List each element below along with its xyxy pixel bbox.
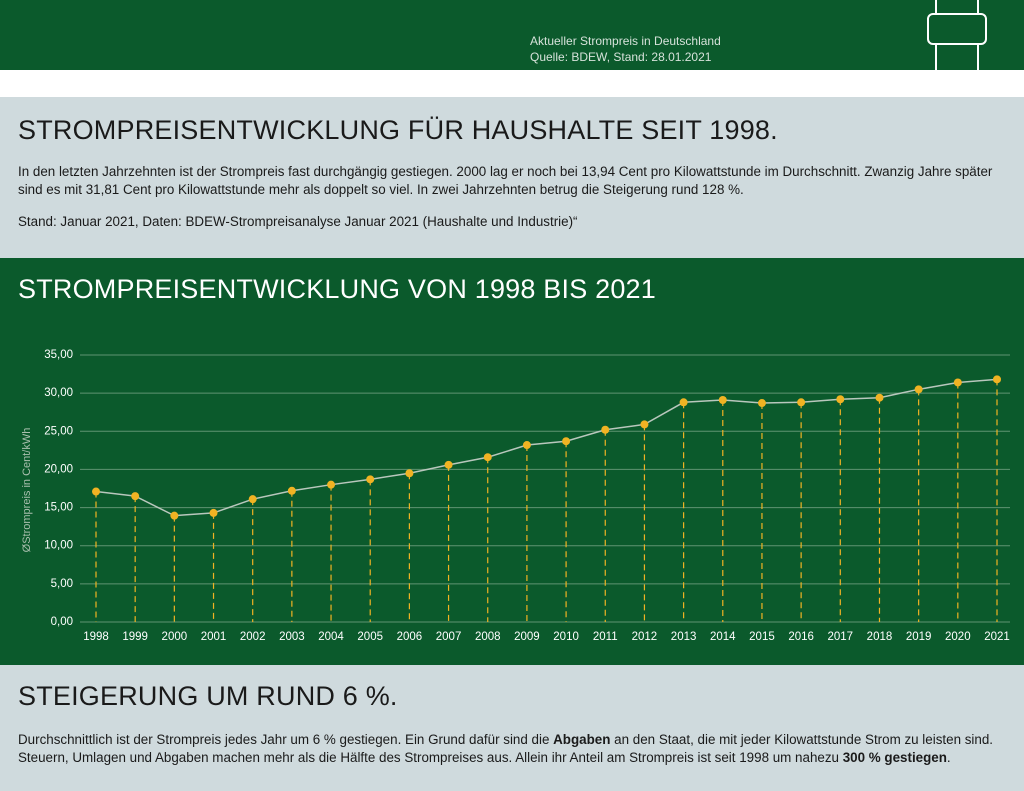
chart: ØStrompreis in Cent/kWh 0,00 5,00 10,00 15,…	[21, 349, 1010, 643]
x-tick-label: 2014	[710, 631, 736, 643]
data-point	[483, 453, 492, 462]
x-tick-label: 2015	[749, 631, 775, 643]
source-line: Quelle: BDEW, Stand: 28.01.2021	[530, 50, 712, 64]
y-tick-label: 15,00	[44, 502, 73, 514]
data-point	[875, 393, 884, 402]
text: Durchschnittlich ist der Strompreis jede…	[18, 732, 554, 747]
y-tick-label: 20,00	[44, 463, 73, 475]
data-point	[640, 420, 649, 429]
data-point	[757, 399, 766, 408]
x-tick-label: 2005	[357, 631, 383, 643]
data-point	[601, 425, 610, 434]
data-point	[444, 460, 453, 469]
x-tick-label: 2008	[475, 631, 501, 643]
x-tick-label: 2021	[984, 631, 1010, 643]
data-point	[92, 487, 100, 496]
x-tick-label: 2011	[593, 631, 618, 643]
x-tick-label: 2001	[201, 631, 227, 643]
data-point	[131, 492, 140, 501]
y-tick-label: 30,00	[44, 387, 73, 399]
data-point	[914, 385, 923, 394]
data-point	[836, 395, 845, 404]
x-tick-label: 2006	[397, 631, 423, 643]
x-tick-label: 2013	[671, 631, 697, 643]
y-tick-label: 10,00	[44, 540, 73, 552]
data-point	[797, 398, 806, 407]
source-line: Aktueller Strompreis in Deutschland	[530, 34, 721, 48]
x-tick-label: 2019	[906, 631, 932, 643]
data-point	[209, 508, 218, 517]
y-axis-title: ØStrompreis in Cent/kWh	[21, 428, 33, 553]
x-tick-label: 2004	[318, 631, 344, 643]
source-info: Aktueller Strompreis in Deutschland Quel…	[530, 33, 721, 65]
data-point	[405, 469, 414, 478]
y-tick-label: 0,00	[51, 616, 73, 628]
data-point	[562, 437, 571, 446]
x-tick-label: 2016	[788, 631, 814, 643]
section-title: STROMPREISENTWICKLUNG FÜR HAUSHALTE SEIT…	[18, 115, 778, 145]
y-tick-label: 5,00	[51, 578, 73, 590]
bold-text: Abgaben	[553, 732, 611, 747]
x-tick-label: 2020	[945, 631, 971, 643]
x-tick-label: 2000	[162, 631, 188, 643]
data-point	[170, 511, 179, 520]
data-point	[993, 375, 1001, 384]
x-tick-label: 2007	[436, 631, 462, 643]
paragraph: In den letzten Jahrzehnten ist der Strom…	[18, 164, 993, 197]
data-point	[287, 486, 296, 495]
data-point	[679, 398, 688, 407]
x-tick-label: 2009	[514, 631, 540, 643]
logo-icon	[927, 0, 987, 70]
top-banner: Aktueller Strompreis in Deutschland Quel…	[0, 0, 1024, 70]
x-tick-label: 1999	[122, 631, 148, 643]
growth-section: STEIGERUNG UM RUND 6 %. Durchschnittlich…	[0, 665, 1024, 791]
x-tick-label: 2017	[828, 631, 854, 643]
intro-section: STROMPREISENTWICKLUNG FÜR HAUSHALTE SEIT…	[0, 97, 1024, 258]
x-tick-label: 2010	[553, 631, 579, 643]
data-point	[718, 396, 727, 405]
data-point	[522, 441, 531, 450]
data-point	[248, 495, 257, 504]
bold-text: 300 % gestiegen	[842, 750, 947, 765]
y-tick-label: 25,00	[44, 425, 73, 437]
chart-title: STROMPREISENTWICKLUNG VON 1998 BIS 2021	[18, 274, 656, 304]
x-tick-label: 2018	[867, 631, 893, 643]
note: Stand: Januar 2021, Daten: BDEW-Strompre…	[18, 214, 578, 229]
section-title: STEIGERUNG UM RUND 6 %.	[18, 681, 398, 711]
text: an den Staat, die mit jeder Kilowattstun…	[18, 732, 994, 765]
x-tick-label: 2002	[240, 631, 266, 643]
data-point	[953, 378, 962, 387]
chart-section: STROMPREISENTWICKLUNG VON 1998 BIS 2021	[0, 258, 1024, 665]
paragraph: Durchschnittlich ist der Strompreis jede…	[18, 731, 1008, 767]
x-tick-label: 2012	[632, 631, 658, 643]
data-point	[327, 480, 336, 489]
x-tick-label: 2003	[279, 631, 305, 643]
x-tick-label: 1998	[83, 631, 109, 643]
data-point	[366, 475, 375, 484]
price-line	[95, 378, 998, 517]
y-tick-label: 35,00	[44, 349, 73, 361]
text: .	[946, 750, 951, 765]
